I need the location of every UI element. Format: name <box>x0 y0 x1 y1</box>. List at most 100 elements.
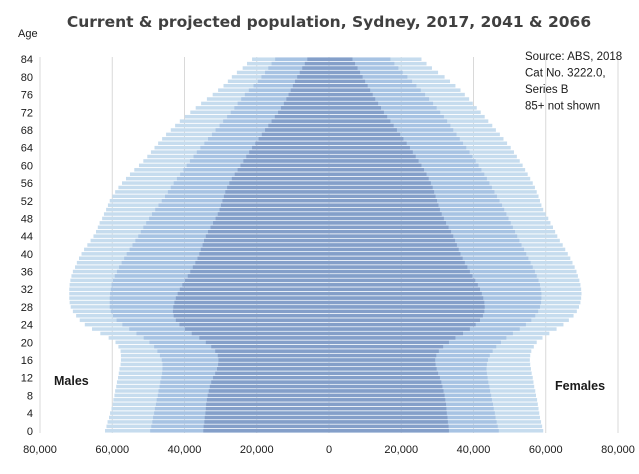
bar-female-2017-age-7 <box>329 398 446 402</box>
bar-female-2017-age-31 <box>329 291 482 296</box>
bar-male-2017-age-21 <box>199 336 329 340</box>
bar-female-2017-age-67 <box>329 132 401 137</box>
bar-female-2017-age-57 <box>329 176 429 181</box>
age-tick-label: 20 <box>21 337 33 349</box>
age-tick-label: 80 <box>21 72 33 84</box>
bar-male-2017-age-53 <box>223 194 329 199</box>
x-tick-label: 80,000 <box>23 444 57 456</box>
bar-male-2041-age-80 <box>261 75 329 79</box>
source-note: Source: ABS, 2018 Cat No. 3222.0, Series B… <box>525 51 622 113</box>
x-tick-label: 40,000 <box>457 444 491 456</box>
bar-male-2017-age-6 <box>206 402 329 407</box>
bar-female-2017-age-71 <box>329 114 388 119</box>
bar-male-2017-age-81 <box>299 70 329 75</box>
bar-female-2017-age-70 <box>329 119 391 123</box>
bar-male-2017-age-50 <box>219 207 329 212</box>
bar-female-2041-age-78 <box>329 83 417 88</box>
bar-female-2017-age-22 <box>329 331 464 336</box>
bar-female-2017-age-79 <box>329 79 366 84</box>
bar-female-2017-age-28 <box>329 305 485 309</box>
bar-female-2017-age-59 <box>329 168 425 172</box>
age-tick-label: 40 <box>21 249 33 261</box>
bar-male-2017-age-30 <box>175 296 329 300</box>
bar-female-2041-age-72 <box>329 110 441 115</box>
bar-male-2017-age-9 <box>208 389 329 393</box>
bar-female-2017-age-33 <box>329 283 478 287</box>
bar-male-2017-age-55 <box>227 185 329 190</box>
bar-male-2017-age-47 <box>213 221 329 225</box>
bar-male-2017-age-22 <box>191 331 329 336</box>
bar-male-2017-age-51 <box>220 203 329 207</box>
bar-female-2041-age-75 <box>329 97 430 101</box>
bar-male-2017-age-66 <box>258 137 329 141</box>
age-tick-label: 68 <box>21 125 33 137</box>
bar-female-2017-age-64 <box>329 145 410 150</box>
bar-female-2017-age-60 <box>329 163 422 168</box>
age-tick-label: 16 <box>21 355 33 367</box>
bar-male-2017-age-74 <box>283 101 329 106</box>
bar-female-2017-age-6 <box>329 402 447 407</box>
bar-female-2017-age-48 <box>329 216 444 221</box>
x-tick-label: 80,000 <box>601 444 635 456</box>
bar-male-2041-age-84 <box>275 57 329 61</box>
bar-female-2017-age-55 <box>329 185 433 190</box>
bar-female-2017-age-17 <box>329 353 437 358</box>
bar-female-2017-age-5 <box>329 406 447 411</box>
bar-male-2017-age-62 <box>246 154 329 159</box>
bar-male-2017-age-43 <box>204 238 329 243</box>
age-tick-label: 48 <box>21 213 33 225</box>
bar-female-2017-age-11 <box>329 380 442 384</box>
bar-female-2017-age-2 <box>329 420 448 424</box>
bar-male-2041-age-74 <box>237 101 329 106</box>
bar-male-2017-age-1 <box>203 424 329 429</box>
bar-female-2017-age-23 <box>329 327 470 331</box>
bar-male-2017-age-80 <box>297 75 329 79</box>
bar-female-2017-age-62 <box>329 154 416 159</box>
age-tick-label: 4 <box>27 408 33 420</box>
bar-male-2017-age-12 <box>213 375 329 380</box>
bar-female-2017-age-14 <box>329 367 437 371</box>
bar-male-2017-age-34 <box>184 278 329 283</box>
bar-female-2017-age-30 <box>329 296 484 300</box>
bar-female-2017-age-19 <box>329 344 444 349</box>
bar-female-2017-age-80 <box>329 75 363 79</box>
bar-male-2017-age-48 <box>215 216 329 221</box>
bar-female-2017-age-50 <box>329 207 440 212</box>
age-tick-label: 72 <box>21 107 33 119</box>
bar-male-2017-age-19 <box>211 344 329 349</box>
bar-male-2017-age-15 <box>218 362 329 367</box>
bar-male-2017-age-72 <box>278 110 329 115</box>
bar-male-2017-age-84 <box>307 57 329 61</box>
x-tick-label: 40,000 <box>168 444 202 456</box>
bar-female-2017-age-26 <box>329 314 483 318</box>
bar-female-2017-age-35 <box>329 274 473 278</box>
bar-female-2017-age-76 <box>329 92 373 97</box>
y-tick-labels: 0481216202428323640444852566064687276808… <box>21 54 33 438</box>
bar-male-2017-age-7 <box>206 398 329 402</box>
bar-male-2017-age-35 <box>187 274 329 278</box>
bar-female-2017-age-65 <box>329 141 407 146</box>
bar-male-2041-age-82 <box>268 66 329 70</box>
bar-male-2017-age-36 <box>190 269 329 274</box>
bar-female-2017-age-38 <box>329 260 465 265</box>
bar-female-2017-age-68 <box>329 128 397 132</box>
chart-title: Current & projected population, Sydney, … <box>67 13 591 31</box>
age-tick-label: 60 <box>21 160 33 172</box>
bar-male-2017-age-4 <box>205 411 329 415</box>
age-tick-label: 8 <box>27 390 33 402</box>
bar-male-2017-age-10 <box>209 384 329 389</box>
bar-male-2017-age-39 <box>197 256 329 261</box>
bar-male-2017-age-54 <box>225 190 329 194</box>
males-label: Males <box>54 374 89 388</box>
bar-female-2041-age-74 <box>329 101 434 106</box>
bar-male-2041-age-76 <box>244 92 329 97</box>
bar-male-2017-age-49 <box>217 212 329 216</box>
bar-male-2017-age-70 <box>271 119 329 123</box>
bar-male-2017-age-11 <box>211 380 329 384</box>
bar-male-2017-age-32 <box>179 287 329 291</box>
bar-female-2017-age-16 <box>329 358 436 362</box>
age-tick-label: 12 <box>21 373 33 385</box>
bar-female-2017-age-25 <box>329 318 481 322</box>
bar-female-2017-age-27 <box>329 309 485 314</box>
